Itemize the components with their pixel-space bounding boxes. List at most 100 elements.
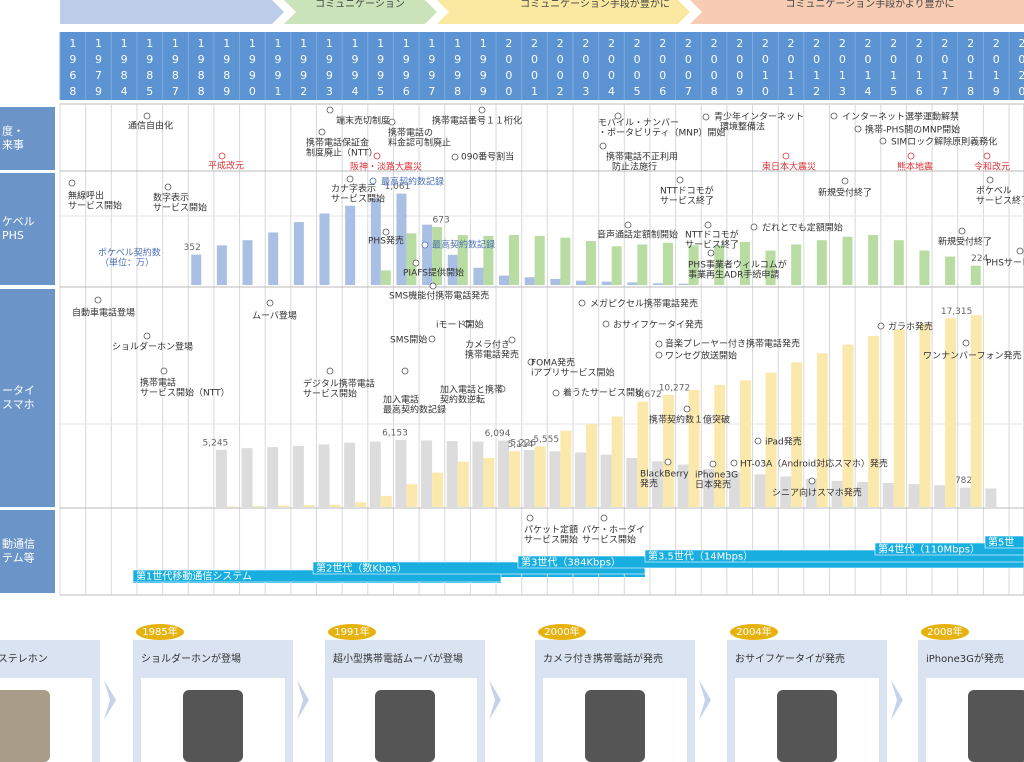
pager-bar bbox=[473, 267, 484, 285]
phs-bar bbox=[842, 236, 853, 285]
pager-bar bbox=[396, 193, 407, 285]
mobile-bar bbox=[278, 505, 290, 507]
banner-segment bbox=[690, 0, 1024, 24]
timeline-grid bbox=[59, 103, 1024, 596]
event-marker bbox=[463, 320, 471, 328]
fixed-bar bbox=[318, 444, 330, 507]
event-marker bbox=[704, 221, 712, 229]
event-marker bbox=[401, 367, 409, 375]
event-marker bbox=[318, 128, 326, 136]
pager-bar bbox=[601, 281, 612, 285]
event-label: サービス開始 bbox=[331, 193, 385, 205]
event-label: 東日本大震災 bbox=[762, 161, 816, 173]
event-label: PHS発売 bbox=[368, 235, 404, 247]
card-title: iPhone3Gが発売 bbox=[926, 652, 1004, 665]
event-marker bbox=[412, 259, 420, 267]
event-label: メガピクセル携帯電話発売 bbox=[590, 298, 698, 310]
pager-bar bbox=[242, 240, 253, 285]
fixed-bar bbox=[882, 483, 894, 507]
fixed-bar bbox=[780, 476, 792, 507]
year-label: 2009 bbox=[733, 37, 746, 101]
fixed-bar bbox=[241, 448, 253, 507]
phs-bar bbox=[662, 242, 673, 285]
event-marker bbox=[614, 112, 622, 120]
event-label: 防止法施行 bbox=[612, 161, 657, 173]
fixed-bar bbox=[344, 442, 356, 507]
row-label: 度・ bbox=[2, 124, 24, 138]
event-marker bbox=[830, 112, 838, 120]
event-label: 最高契約数記録 bbox=[381, 176, 444, 188]
phs-bar bbox=[432, 227, 443, 285]
pager-legend: ポケベル契約数 bbox=[98, 247, 161, 259]
device-image bbox=[777, 690, 837, 762]
mobile-bar bbox=[739, 380, 751, 507]
event-marker bbox=[709, 460, 717, 468]
event-label: 阪神・淡路大震災 bbox=[350, 161, 422, 173]
phs-bar bbox=[611, 246, 622, 285]
phs-bar bbox=[739, 241, 750, 285]
row-label: スマホ bbox=[2, 398, 35, 411]
generation-label: 第1世代移動通信システム bbox=[136, 570, 252, 583]
generation-label: 第4世代（110Mbps） bbox=[878, 543, 980, 556]
device-image bbox=[183, 690, 243, 762]
event-label: 加入電話と携帯 bbox=[440, 384, 503, 396]
pager-bar bbox=[576, 280, 586, 285]
event-label: 日本発売 bbox=[695, 479, 731, 491]
mobile-bar bbox=[765, 372, 777, 507]
row-label: 動通信 bbox=[2, 537, 35, 551]
card-title: 超小型携帯電話ムーバが登場 bbox=[333, 652, 463, 665]
year-label: 2015 bbox=[887, 37, 900, 101]
phs-bar bbox=[380, 270, 391, 285]
mobile-bar bbox=[868, 335, 880, 507]
row-label: テム等 bbox=[2, 551, 35, 565]
year-label: 2019 bbox=[990, 37, 1003, 101]
year-label: 2004 bbox=[605, 37, 618, 101]
mobile-bar bbox=[919, 323, 931, 507]
mobile-bar bbox=[509, 451, 521, 507]
pager-bar bbox=[652, 283, 663, 285]
year-label: 2014 bbox=[861, 37, 874, 101]
year-label: 1991 bbox=[272, 37, 285, 101]
mobile-bar bbox=[662, 395, 674, 507]
value-label: 224 bbox=[971, 254, 988, 264]
event-label: 携帯-PHS間のMNP開始 bbox=[865, 124, 960, 136]
event-marker bbox=[527, 358, 535, 366]
generation-label: 第5世 bbox=[988, 536, 1014, 549]
event-marker bbox=[599, 142, 607, 150]
pager-bar bbox=[678, 283, 689, 285]
mobile-bar bbox=[534, 446, 546, 507]
event-marker bbox=[526, 514, 534, 522]
event-label: サービス終了 bbox=[685, 239, 739, 251]
fixed-bar bbox=[446, 441, 458, 507]
mobile-bar bbox=[945, 318, 957, 507]
row-label: ータイ bbox=[2, 384, 35, 397]
banner-segment bbox=[284, 0, 437, 24]
event-marker bbox=[600, 514, 608, 522]
event-marker bbox=[986, 176, 994, 184]
event-label: サービス開始 bbox=[582, 534, 636, 546]
event-label: 最高契約数記録 bbox=[432, 239, 495, 251]
card-title: ーワイヤレステレホン bbox=[0, 653, 48, 665]
mobile-bar bbox=[457, 461, 469, 507]
event-label: パケット定額 bbox=[524, 524, 578, 536]
event-marker bbox=[326, 367, 334, 375]
pager-bar bbox=[293, 222, 304, 285]
row-label-box bbox=[0, 510, 55, 593]
event-marker bbox=[266, 299, 274, 307]
event-marker bbox=[676, 176, 684, 184]
event-label: 携帯電話保証金 bbox=[306, 137, 369, 149]
phs-bar bbox=[688, 245, 699, 285]
pager-bar bbox=[216, 245, 227, 285]
event-label: 数字表示 bbox=[153, 192, 189, 204]
event-label: ワンナンバーフォン発売 bbox=[923, 350, 1021, 362]
pager-bar bbox=[191, 254, 202, 285]
fixed-bar bbox=[369, 441, 381, 507]
event-marker bbox=[624, 221, 632, 229]
phs-bar bbox=[816, 240, 827, 285]
event-label: カメラ付き bbox=[465, 340, 510, 351]
device-image bbox=[0, 690, 50, 762]
year-label: 2008 bbox=[708, 37, 721, 101]
event-marker bbox=[429, 282, 437, 290]
mobile-bar bbox=[791, 362, 803, 507]
event-marker bbox=[326, 106, 334, 114]
